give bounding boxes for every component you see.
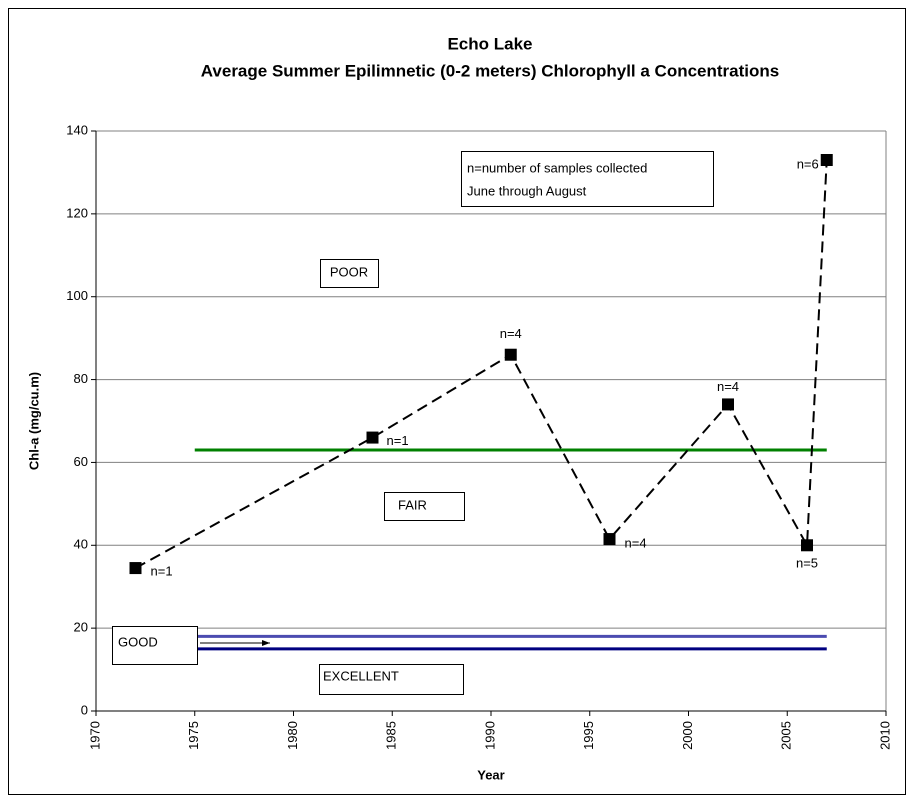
y-tick-label: 60 xyxy=(74,454,88,469)
x-tick-label: 1980 xyxy=(285,721,300,750)
x-tick-label: 1975 xyxy=(186,721,201,750)
marker xyxy=(801,539,813,552)
y-tick-label: 20 xyxy=(74,620,88,635)
marker xyxy=(366,431,379,444)
zone-box xyxy=(319,664,464,695)
marker xyxy=(603,533,616,546)
zone-box xyxy=(112,626,198,665)
note-line: n=number of samples collected xyxy=(467,160,647,175)
x-tick-label: 2005 xyxy=(779,721,794,750)
x-axis-label: Year xyxy=(477,767,504,782)
zone-box xyxy=(320,259,379,288)
x-tick-label: 1995 xyxy=(581,721,596,750)
y-tick-label: 80 xyxy=(74,371,88,386)
chart-title: Echo Lake xyxy=(447,34,532,53)
point-label: n=4 xyxy=(717,379,739,394)
zone-label: GOOD xyxy=(118,634,158,649)
note-line: June through August xyxy=(467,183,587,198)
point-label: n=6 xyxy=(797,156,819,171)
marker xyxy=(129,562,142,575)
point-label: n=4 xyxy=(500,326,522,341)
marker xyxy=(722,398,734,411)
y-tick-label: 140 xyxy=(66,122,88,137)
marker xyxy=(504,348,517,361)
y-tick-label: 0 xyxy=(81,702,88,717)
y-tick-label: 100 xyxy=(66,288,88,303)
y-axis-label: Chl-a (mg/cu.m) xyxy=(26,372,41,470)
x-tick-label: 2010 xyxy=(877,721,892,750)
zone-label: EXCELLENT xyxy=(323,668,399,683)
point-label: n=5 xyxy=(796,556,818,571)
point-label: n=4 xyxy=(625,536,647,551)
note-box xyxy=(461,151,714,207)
chart-subtitle: Average Summer Epilimnetic (0-2 meters) … xyxy=(201,61,779,80)
zone-label: FAIR xyxy=(398,497,427,512)
x-tick-label: 1970 xyxy=(87,721,102,750)
x-tick-label: 1990 xyxy=(482,721,497,750)
y-tick-label: 120 xyxy=(66,205,88,220)
point-label: n=1 xyxy=(151,564,173,579)
marker xyxy=(820,154,833,166)
x-tick-label: 1985 xyxy=(384,721,399,750)
point-label: n=1 xyxy=(387,433,409,448)
x-tick-label: 2000 xyxy=(680,721,695,750)
zone-label: POOR xyxy=(330,264,368,279)
y-tick-label: 40 xyxy=(74,537,88,552)
zone-box xyxy=(384,492,465,521)
